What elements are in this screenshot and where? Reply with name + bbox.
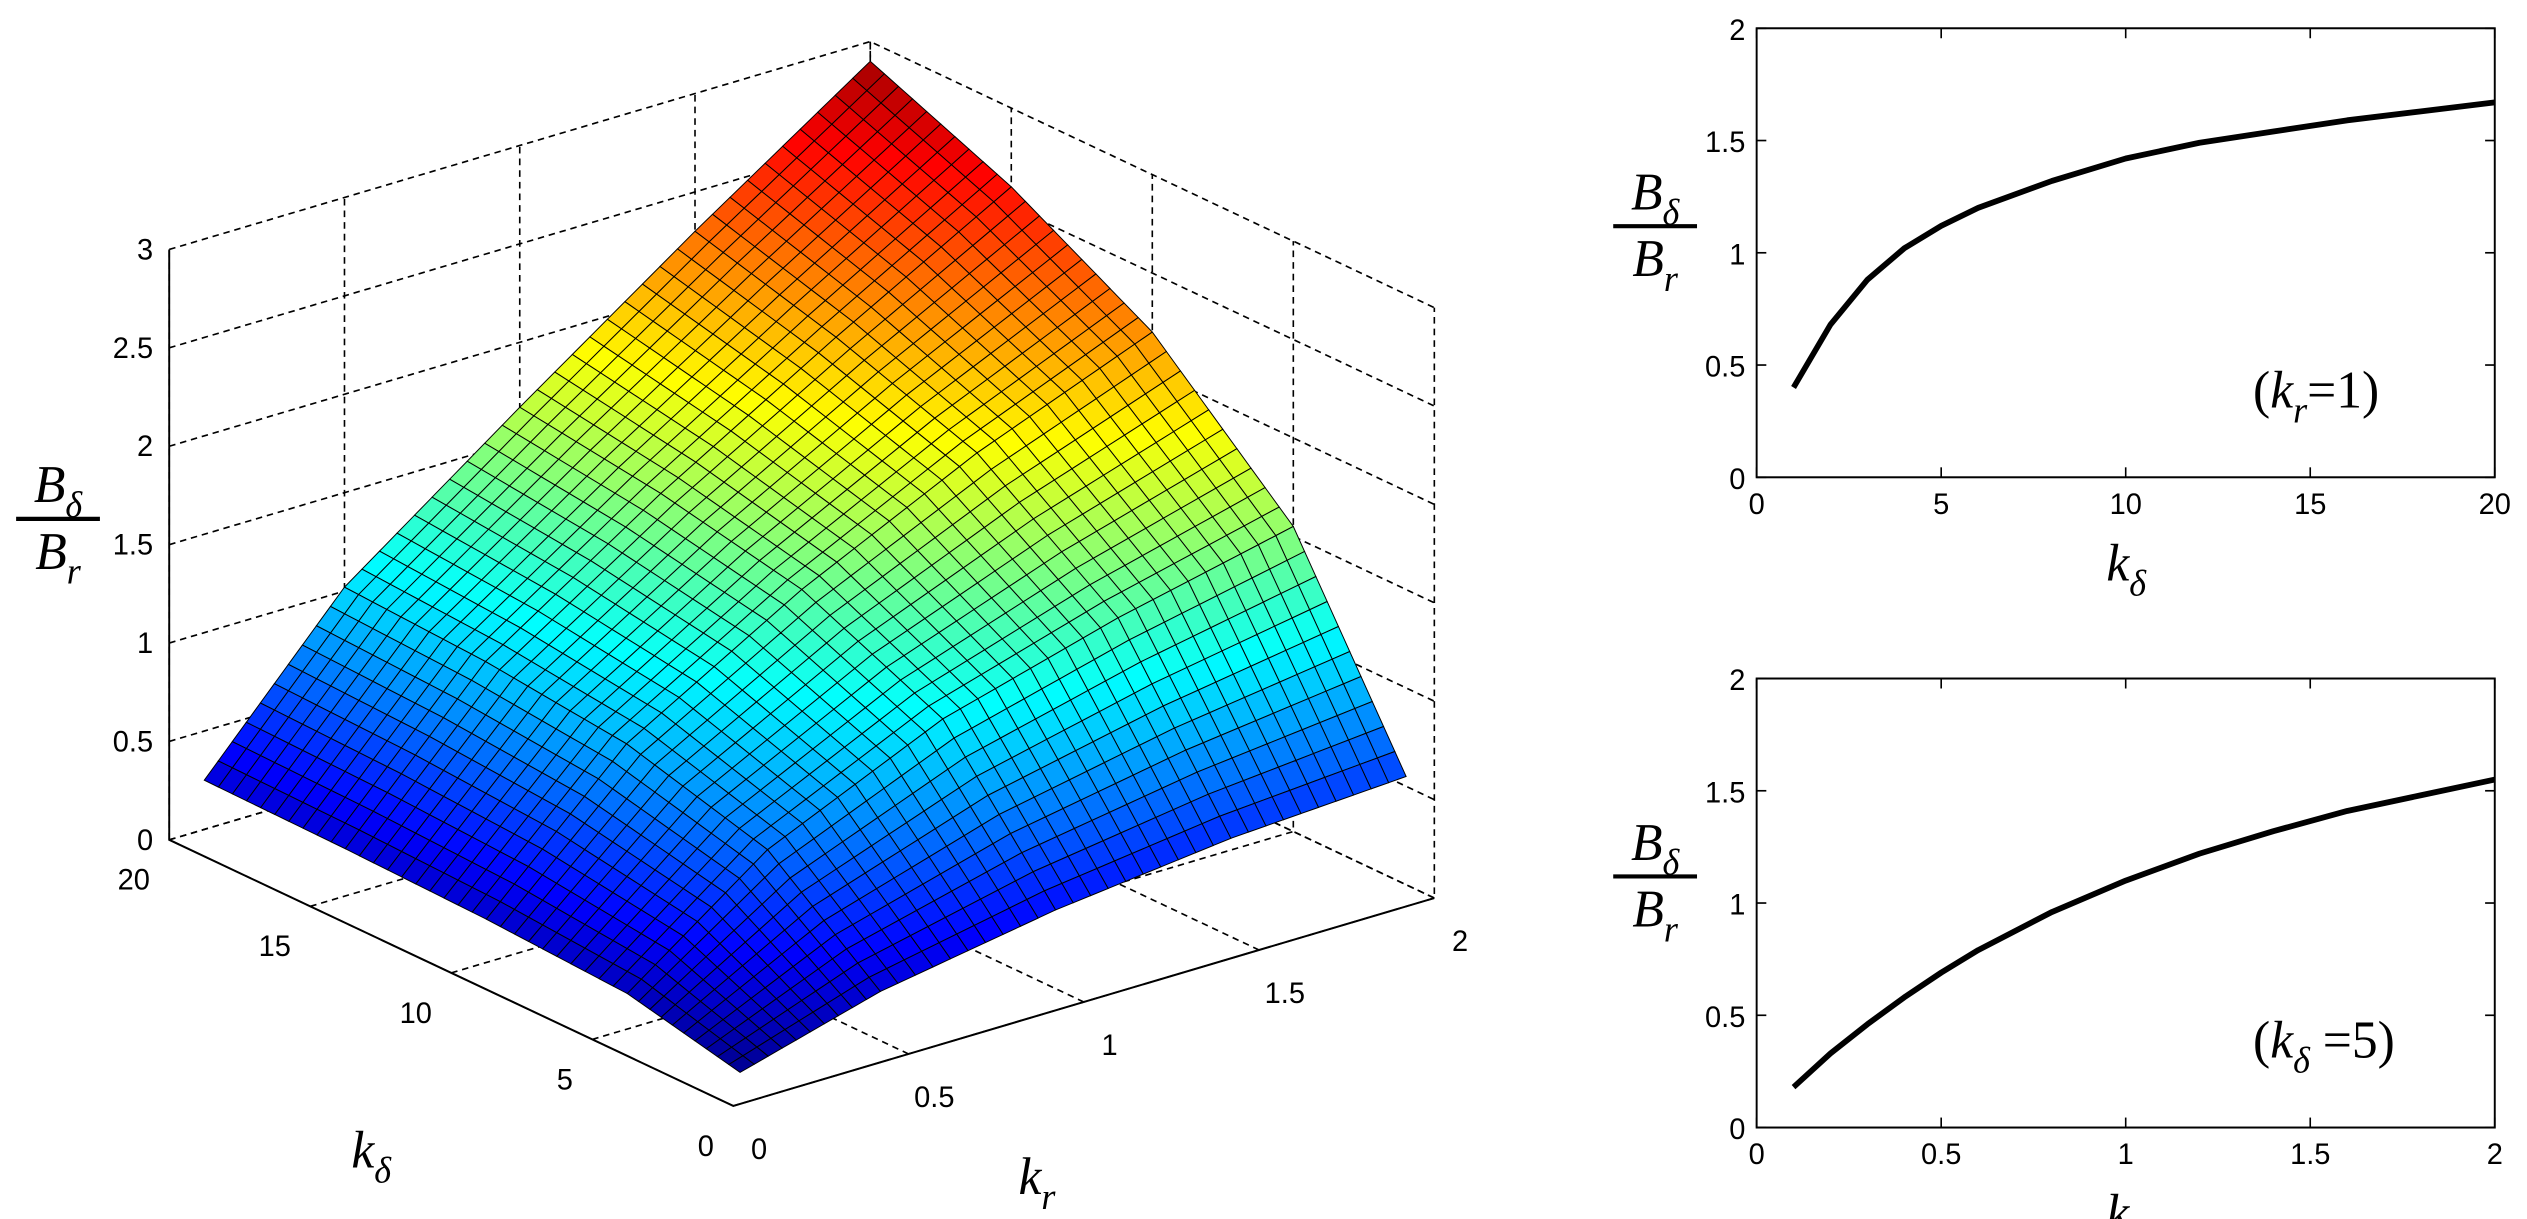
z-tick-label: 1 xyxy=(137,627,153,661)
x-tick-label: 0.5 xyxy=(914,1081,954,1115)
data-line xyxy=(1791,776,2496,1090)
subscript: r xyxy=(2129,1212,2144,1219)
y-tick-label: 0 xyxy=(1729,1113,1745,1147)
x-axis-label: kδ xyxy=(2106,534,2147,604)
subscript: δ xyxy=(2293,1039,2311,1081)
z-tick-label: 0.5 xyxy=(113,725,153,759)
subscript: r xyxy=(1664,908,1679,950)
data-line xyxy=(1791,99,2496,389)
y-tick-label: 5 xyxy=(557,1063,573,1097)
surface xyxy=(203,60,1407,1073)
y-tick-label: 0 xyxy=(698,1129,714,1163)
annotation: (kr=1) xyxy=(2253,361,2379,431)
label-part: k xyxy=(1019,1147,1044,1206)
y-tick-label: 1 xyxy=(1729,238,1745,272)
label-part: B xyxy=(35,522,67,581)
x-tick-label: 0.5 xyxy=(1921,1138,1961,1172)
subscript: r xyxy=(1664,258,1679,300)
x-tick-label: 1.5 xyxy=(2290,1138,2330,1172)
subscript: δ xyxy=(2129,562,2147,604)
z-tick-label: 0 xyxy=(137,823,153,857)
y-tick-label: 1.5 xyxy=(1705,776,1745,810)
z-tick-label: 2.5 xyxy=(113,331,153,365)
denominator: Br xyxy=(35,522,81,592)
label-part: B xyxy=(1632,229,1664,288)
numerator: Bδ xyxy=(34,456,83,526)
x-axis-label: kr xyxy=(1019,1147,1057,1217)
numerator: Bδ xyxy=(1631,813,1680,883)
subscript: r xyxy=(2293,389,2308,431)
y-tick-label: 0.5 xyxy=(1705,1001,1745,1035)
y-tick-label: 15 xyxy=(259,930,291,964)
subscript: δ xyxy=(1662,191,1680,233)
axis-line xyxy=(168,249,1435,1107)
plot-frame xyxy=(1755,27,2496,479)
x-tick-label: 1 xyxy=(2118,1138,2134,1172)
x-tick-label: 0 xyxy=(751,1133,767,1167)
z-tick-label: 3 xyxy=(137,233,153,267)
grid-line xyxy=(168,139,1435,407)
x-tick-label: 1.5 xyxy=(1265,977,1305,1011)
label-part: ( xyxy=(2253,1011,2270,1070)
x-tick-label: 0 xyxy=(1749,1138,1765,1172)
x-tick-label: 5 xyxy=(1933,487,1949,521)
y-axis-label: kδ xyxy=(351,1121,392,1191)
z-tick-label: 2 xyxy=(137,430,153,464)
denominator: Br xyxy=(1632,880,1678,950)
x-tick-label: 10 xyxy=(2110,487,2142,521)
grid-line xyxy=(168,237,1435,506)
label-part: B xyxy=(1632,880,1664,939)
subscript: δ xyxy=(374,1149,392,1191)
x-tick-label: 2 xyxy=(1452,925,1468,959)
x-tick-label: 0 xyxy=(1749,487,1765,521)
annotation: (kδ =5) xyxy=(2253,1011,2395,1081)
z-tick-label: 1.5 xyxy=(113,528,153,562)
grid-line xyxy=(168,40,1435,309)
label-part: B xyxy=(1631,813,1663,872)
label-part: k xyxy=(2106,534,2131,593)
label-part: k xyxy=(2270,1011,2295,1070)
y-tick-label: 2 xyxy=(1729,14,1745,48)
subscript: r xyxy=(1041,1176,1056,1218)
surface-patch xyxy=(727,1055,756,1073)
label-part: ( xyxy=(2253,361,2270,420)
y-tick-label: 2 xyxy=(1729,664,1745,698)
y-tick-label: 0 xyxy=(1729,463,1745,497)
label-part: B xyxy=(1631,163,1663,222)
label-part: k xyxy=(2270,361,2295,420)
subscript: δ xyxy=(1662,841,1680,883)
numerator: Bδ xyxy=(1631,163,1680,233)
label-part: B xyxy=(34,456,66,515)
y-tick-label: 1 xyxy=(1729,888,1745,922)
label-part: k xyxy=(351,1121,376,1180)
label-part: k xyxy=(2106,1184,2131,1219)
denominator: Br xyxy=(1632,229,1678,299)
x-tick-label: 2 xyxy=(2487,1138,2503,1172)
x-tick-label: 1 xyxy=(1102,1029,1118,1063)
y-tick-label: 0.5 xyxy=(1705,350,1745,384)
label-part: =5) xyxy=(2310,1011,2395,1070)
subscript: r xyxy=(67,550,82,592)
subscript: δ xyxy=(65,484,83,526)
label-part: =1) xyxy=(2307,361,2379,420)
y-tick-label: 1.5 xyxy=(1705,126,1745,160)
x-axis-label: kr xyxy=(2106,1184,2144,1219)
x-tick-label: 15 xyxy=(2294,487,2326,521)
y-tick-label: 20 xyxy=(118,863,150,897)
y-tick-label: 10 xyxy=(400,996,432,1030)
x-tick-label: 20 xyxy=(2479,487,2511,521)
